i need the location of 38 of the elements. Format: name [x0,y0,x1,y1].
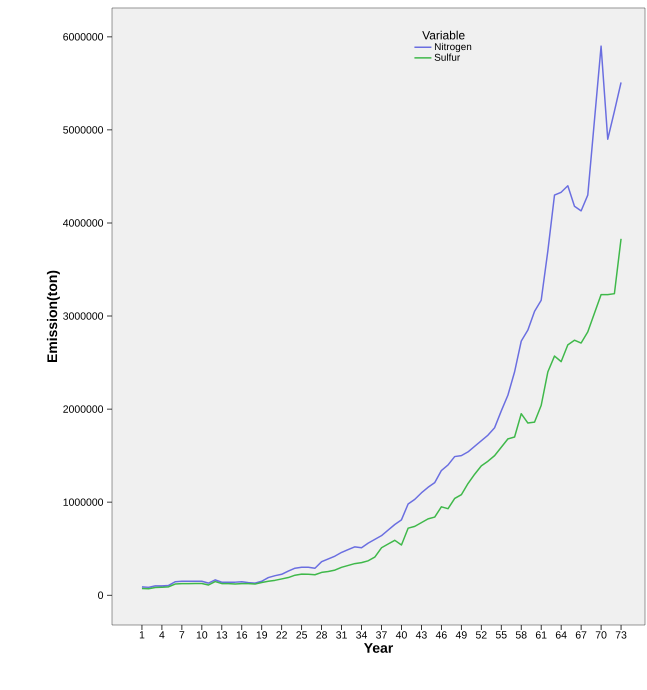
x-tick-label: 40 [396,631,407,639]
y-tick-label: 3000000 [63,312,104,320]
y-tick-label: 2000000 [63,405,104,413]
x-tick-label: 16 [236,631,248,639]
x-tick-label: 70 [596,631,606,639]
x-axis-title: Year [364,643,394,653]
y-tick-label: 1000000 [64,498,104,506]
x-tick-label: 1 [140,631,144,638]
x-tick-label: 34 [356,631,368,639]
x-tick-label: 28 [316,631,327,639]
y-tick-label: 6000000 [63,33,104,41]
x-tick-label: 37 [376,631,387,639]
legend-label: Sulfur [434,54,460,61]
x-tick-label: 46 [436,631,447,639]
x-tick-label: 31 [336,631,347,639]
y-tick-label: 4000000 [62,219,104,227]
y-axis-title: Emission(ton) [46,270,60,362]
x-tick-label: 22 [276,631,287,638]
x-tick-label: 61 [536,631,546,639]
x-tick-label: 4 [159,631,164,638]
x-tick-label: 52 [476,631,487,639]
y-tick-label: 0 [98,592,104,599]
x-tick-label: 73 [616,631,626,639]
x-tick-label: 58 [516,631,527,639]
x-tick-label: 7 [179,631,184,638]
x-tick-label: 43 [416,631,427,639]
x-tick-label: 67 [576,631,586,639]
x-tick-label: 10 [196,631,208,639]
legend-label: Nitrogen [434,42,472,52]
x-tick-label: 49 [456,631,467,639]
x-tick-label: 19 [256,631,268,639]
y-tick-label: 5000000 [63,126,104,134]
x-tick-label: 13 [216,631,228,639]
line-series [141,238,622,590]
x-tick-label: 25 [296,631,308,639]
legend-title: Variable [422,30,465,40]
x-tick-label: 64 [556,631,567,639]
x-tick-label: 55 [496,631,507,638]
